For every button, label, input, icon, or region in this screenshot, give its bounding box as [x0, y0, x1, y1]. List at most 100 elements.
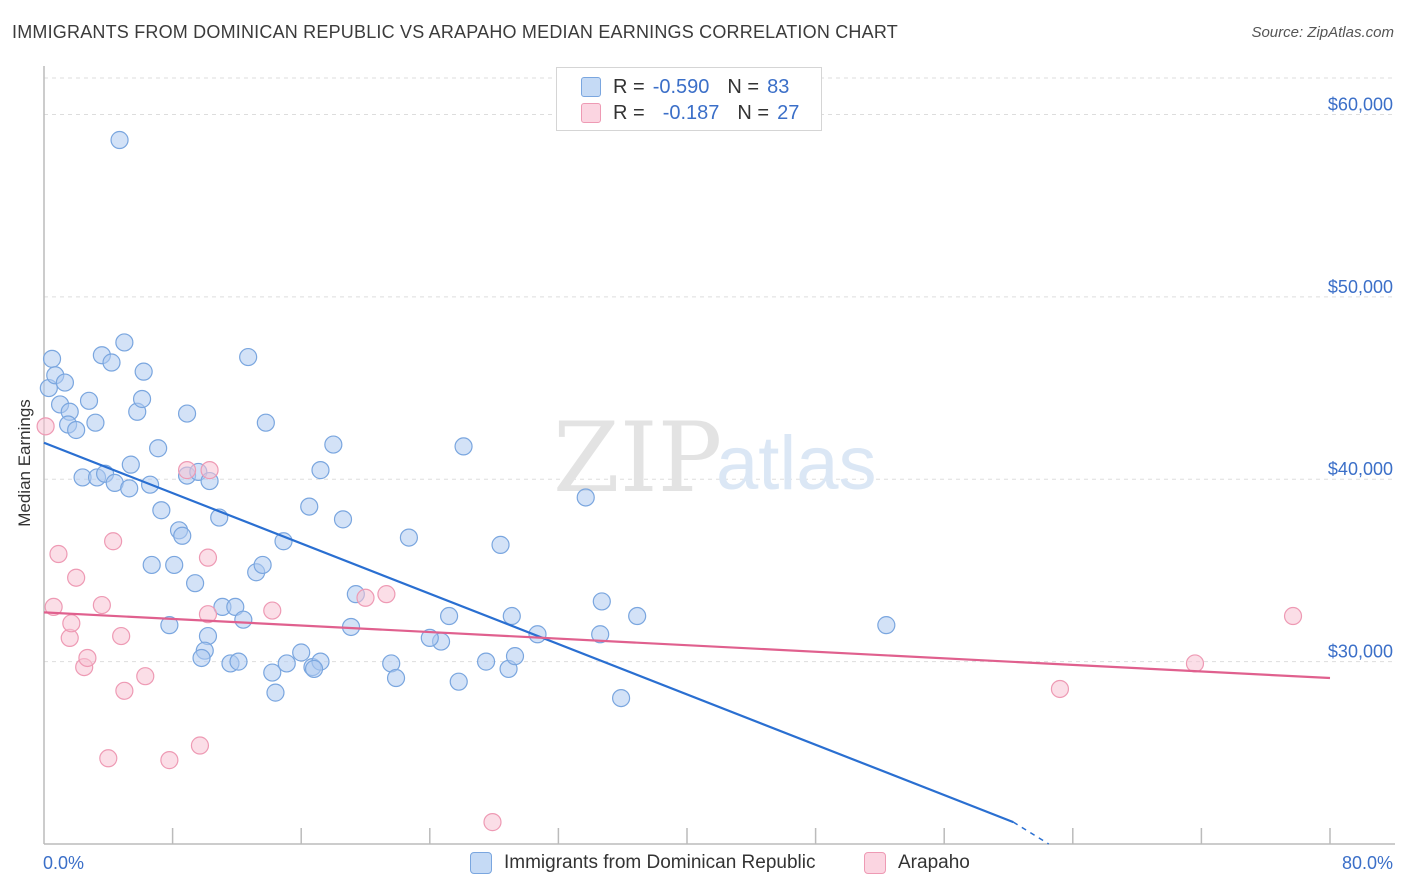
data-point-dominican: [142, 555, 161, 575]
legend-r-label: R =: [613, 75, 645, 98]
data-point-dominican: [628, 606, 647, 626]
data-point-arapaho: [190, 736, 210, 755]
legend-row-arapaho: R = -0.187 N = 27: [581, 101, 799, 125]
data-point-dominican: [300, 497, 319, 516]
x-tick-label: 80.0%: [1342, 853, 1393, 873]
data-point-arapaho: [115, 681, 134, 700]
data-point-arapaho: [263, 601, 282, 620]
data-point-dominican: [152, 501, 171, 520]
data-point-arapaho: [104, 532, 123, 551]
data-point-arapaho: [78, 648, 97, 668]
data-point-dominican: [165, 555, 184, 575]
data-point-arapaho: [198, 548, 218, 567]
data-point-dominican: [177, 404, 197, 423]
data-point-arapaho: [160, 751, 179, 770]
data-point-dominican: [67, 420, 86, 440]
data-point-dominican: [234, 610, 253, 629]
data-point-dominican: [386, 668, 406, 688]
legend-n-label: N =: [727, 75, 760, 98]
data-point-dominican: [502, 606, 521, 626]
data-point-dominican: [611, 688, 631, 708]
data-point-dominican: [79, 391, 99, 410]
y-axis-title: Median Earnings: [15, 399, 34, 527]
data-point-dominican: [120, 479, 139, 498]
trend-line-dominican: [43, 441, 1014, 824]
data-point-dominican: [505, 647, 525, 666]
series-dominican-points: [39, 130, 896, 708]
grid-lines: [44, 77, 1395, 663]
y-tick-label: $40,000: [1328, 459, 1393, 479]
data-point-dominican: [134, 362, 153, 381]
data-point-dominican: [86, 413, 105, 432]
source-label: Source: ZipAtlas.com: [1251, 24, 1394, 41]
data-point-dominican: [253, 555, 272, 575]
data-point-arapaho: [177, 461, 197, 480]
data-point-arapaho: [62, 614, 81, 633]
data-point-dominican: [304, 659, 324, 679]
data-point-arapaho: [1050, 679, 1070, 699]
data-point-arapaho: [483, 813, 502, 832]
data-point-dominican: [333, 510, 353, 529]
bottom-legend-swatch-blue: [470, 852, 492, 874]
bottom-legend-swatch-pink: [864, 852, 886, 874]
data-point-arapaho: [44, 597, 63, 617]
data-point-arapaho: [49, 544, 68, 564]
legend-n-label: N =: [737, 101, 770, 124]
legend-r-value: -0.590: [652, 75, 710, 98]
series-arapaho-points: [36, 417, 1303, 832]
data-point-arapaho: [198, 605, 218, 624]
y-tick-label: $60,000: [1328, 94, 1393, 114]
data-point-dominican: [110, 130, 129, 150]
legend-swatch-pink: [581, 103, 601, 123]
data-point-dominican: [42, 349, 62, 368]
data-point-dominican: [229, 652, 248, 671]
data-point-dominican: [292, 643, 311, 662]
data-point-arapaho: [36, 417, 55, 436]
data-point-dominican: [160, 616, 179, 635]
data-point-dominican: [592, 592, 611, 611]
data-point-dominican: [256, 413, 275, 432]
correlation-legend: R = -0.590 N = 83 R = -0.187 N = 27: [556, 67, 822, 131]
bottom-legend-label-dominican: Immigrants from Dominican Republic: [504, 852, 816, 873]
data-point-dominican: [576, 488, 595, 507]
legend-n-value: 83: [767, 75, 790, 98]
data-point-dominican: [277, 654, 296, 673]
data-point-arapaho: [1283, 606, 1303, 626]
data-point-dominican: [55, 373, 74, 392]
legend-n-value: 27: [777, 101, 800, 124]
data-point-dominican: [399, 528, 419, 547]
data-point-arapaho: [377, 585, 396, 604]
data-point-dominican: [454, 437, 473, 456]
data-point-dominican: [192, 648, 211, 668]
data-point-dominican: [149, 439, 168, 458]
trend-line-arapaho: [43, 611, 1331, 680]
y-tick-label: $30,000: [1328, 642, 1393, 662]
axes: [43, 66, 1395, 845]
data-point-dominican: [263, 663, 282, 682]
data-point-dominican: [132, 389, 152, 409]
data-point-dominican: [324, 435, 343, 454]
legend-r-value: -0.187: [662, 101, 720, 124]
data-point-dominican: [186, 574, 205, 593]
chart-title: IMMIGRANTS FROM DOMINICAN REPUBLIC VS AR…: [12, 22, 898, 42]
bottom-legend-label-arapaho: Arapaho: [898, 852, 970, 873]
data-point-dominican: [476, 652, 496, 671]
data-point-dominican: [449, 672, 468, 691]
data-point-arapaho: [356, 588, 375, 607]
bottom-legend-dominican: Immigrants from Dominican Republic: [470, 852, 816, 874]
data-point-dominican: [877, 616, 896, 635]
data-point-arapaho: [1185, 654, 1205, 673]
data-point-dominican: [311, 461, 330, 480]
x-tick-label: 0.0%: [43, 853, 84, 873]
data-point-arapaho: [67, 568, 86, 587]
data-point-dominican: [491, 535, 510, 554]
y-tick-label: $50,000: [1328, 277, 1393, 297]
legend-r-label: R =: [613, 101, 645, 124]
data-point-arapaho: [200, 461, 219, 480]
data-point-dominican: [239, 347, 258, 367]
bottom-legend-arapaho: Arapaho: [864, 852, 970, 874]
watermark: ZIP atlas: [553, 402, 877, 514]
x-tick-labels: 0.0% 80.0%: [43, 853, 1393, 873]
y-tick-labels: $30,000 $40,000 $50,000 $60,000: [1328, 94, 1393, 661]
